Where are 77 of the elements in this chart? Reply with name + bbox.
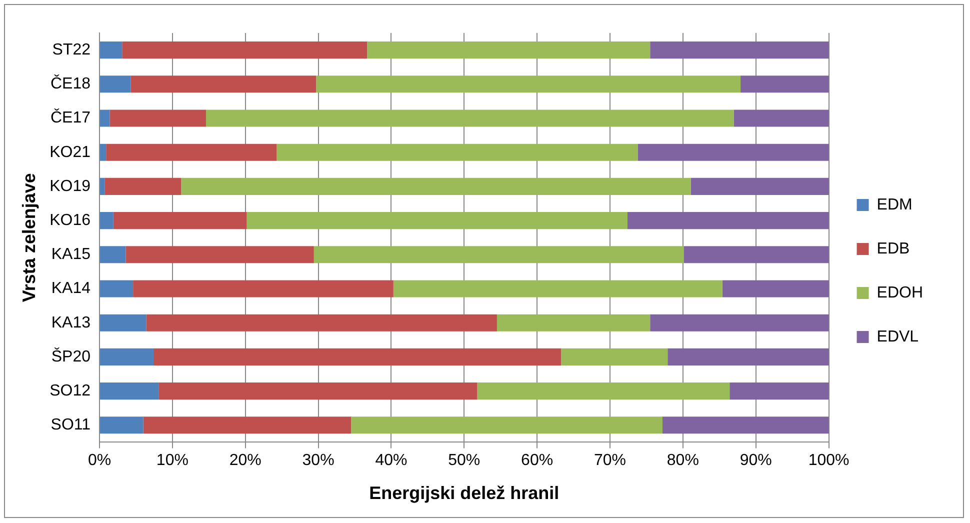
bar (351, 416, 663, 434)
bar (276, 144, 638, 161)
legend-label: EDM (876, 196, 912, 214)
bar (722, 280, 829, 298)
bar (100, 246, 126, 264)
bar (650, 42, 829, 59)
bar (734, 110, 829, 127)
y-tick-label: ČE18 (50, 74, 91, 93)
legend-label: EDB (876, 240, 910, 258)
x-tick-label: 70% (594, 452, 626, 470)
bar (100, 280, 134, 298)
x-tick-label: 0% (88, 452, 112, 470)
bar (690, 178, 829, 195)
x-tick-label: 40% (375, 452, 408, 470)
bar (206, 110, 734, 127)
x-tick-label: 100% (808, 452, 850, 470)
x-tick-label: 30% (302, 452, 334, 470)
y-tick-label: SO11 (50, 416, 91, 434)
bar (113, 212, 247, 230)
x-tick-label: 80% (666, 452, 699, 470)
bar (496, 314, 650, 332)
bar (316, 76, 741, 93)
bar (650, 314, 829, 332)
y-tick-label: ČE17 (50, 108, 91, 127)
bar (106, 144, 277, 161)
bar (100, 416, 144, 434)
bar (158, 382, 478, 400)
bar (122, 42, 368, 59)
bar (662, 416, 829, 434)
bar (100, 212, 114, 230)
bar (100, 314, 146, 332)
y-tick-label: KO21 (50, 144, 91, 161)
bar (100, 76, 131, 93)
bar (668, 348, 829, 366)
bar (143, 416, 352, 434)
x-tick-label: 60% (521, 452, 554, 470)
bar (367, 42, 650, 59)
y-tick-label: KO16 (50, 212, 91, 229)
bar (153, 348, 562, 366)
bar (561, 348, 668, 366)
bar (740, 76, 829, 93)
bar (100, 144, 106, 161)
bar (684, 246, 829, 264)
y-tick-label: KA13 (51, 314, 91, 332)
bar (130, 76, 316, 93)
x-tick-label: 10% (156, 452, 188, 470)
y-tick-label: ST22 (52, 41, 91, 58)
bar (104, 178, 182, 195)
bar (133, 280, 394, 298)
y-tick-label: SO12 (50, 382, 91, 400)
bar (110, 110, 206, 127)
x-tick-label: 90% (740, 452, 772, 470)
legend-label: EDVL (876, 328, 919, 346)
bar (246, 212, 628, 230)
x-tick-label: 50% (448, 452, 480, 470)
bar (100, 42, 122, 59)
bar (638, 144, 829, 161)
legend-label: EDOH (876, 284, 924, 302)
bar (477, 382, 730, 400)
y-tick-label: KA15 (51, 246, 91, 264)
x-tick-label: 20% (229, 452, 262, 470)
bar (628, 212, 829, 230)
bar (314, 246, 684, 264)
bar (393, 280, 722, 298)
bar (181, 178, 691, 195)
y-tick-label: ŠP20 (51, 347, 91, 366)
x-axis-title: Energijski delež hranil (369, 483, 560, 504)
bar (100, 178, 105, 195)
bar (146, 314, 497, 332)
bar (126, 246, 314, 264)
bar (730, 382, 829, 400)
bar (100, 348, 154, 366)
y-tick-label: KO19 (50, 178, 91, 195)
bar (100, 382, 159, 400)
y-axis-title: Vrsta zelenjave (18, 173, 39, 302)
bar (100, 110, 110, 127)
y-tick-label: KA14 (51, 280, 91, 298)
